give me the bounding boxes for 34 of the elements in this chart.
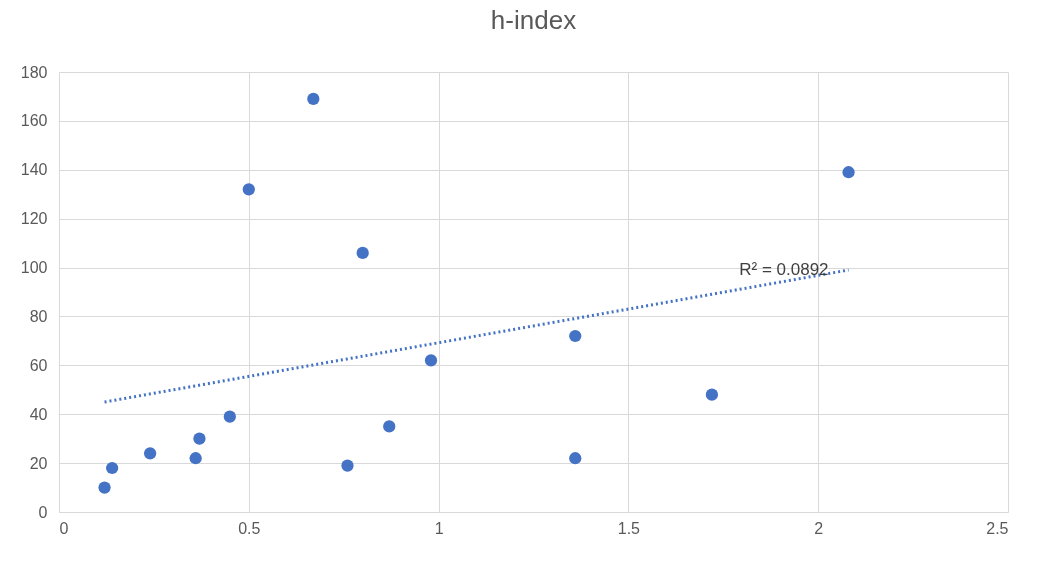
y-tick-label: 160 bbox=[20, 112, 48, 130]
point bbox=[223, 410, 236, 423]
point bbox=[189, 452, 202, 465]
point bbox=[98, 481, 111, 494]
y-tick-label: 20 bbox=[29, 454, 48, 472]
point bbox=[193, 432, 206, 445]
point bbox=[383, 420, 396, 433]
y-tick-label: 40 bbox=[29, 405, 48, 423]
y-tick-label: 0 bbox=[38, 503, 48, 521]
point bbox=[307, 92, 320, 105]
x-tick-label: 2 bbox=[814, 519, 824, 537]
x-tick-label: 1.5 bbox=[617, 519, 641, 537]
x-tick-label: 2.5 bbox=[986, 519, 1009, 537]
y-tick-label: 180 bbox=[20, 63, 48, 81]
point bbox=[569, 452, 582, 465]
y-tick-label: 100 bbox=[20, 259, 48, 277]
point bbox=[424, 354, 438, 367]
y-tick-label: 80 bbox=[29, 307, 48, 325]
x-tick-label: 1 bbox=[434, 519, 444, 537]
annotation: R² = 0.0892 bbox=[739, 260, 829, 279]
point bbox=[569, 329, 582, 343]
point bbox=[341, 459, 354, 472]
point bbox=[106, 461, 119, 475]
x-tick-label: 0 bbox=[59, 519, 69, 537]
chart-title: h-index bbox=[490, 5, 577, 35]
point bbox=[143, 447, 157, 460]
point bbox=[842, 166, 855, 179]
point bbox=[705, 388, 719, 401]
point bbox=[356, 246, 369, 259]
point bbox=[242, 183, 255, 196]
y-tick-label: 120 bbox=[20, 210, 48, 228]
x-tick-label: 0.5 bbox=[238, 519, 261, 537]
y-tick-label: 140 bbox=[20, 161, 48, 179]
y-tick-label: 60 bbox=[29, 356, 48, 374]
